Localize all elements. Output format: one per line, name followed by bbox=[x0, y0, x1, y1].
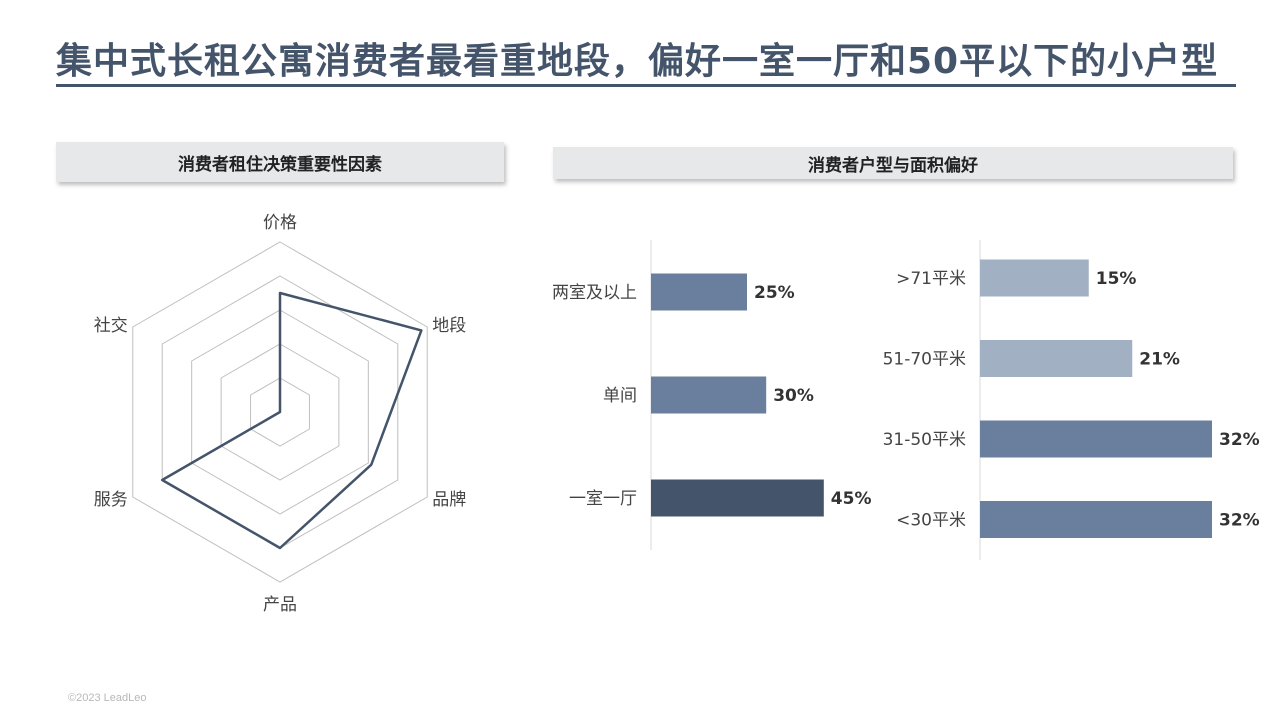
radar-axis-label: 社交 bbox=[94, 316, 128, 336]
radar-axis-label: 地段 bbox=[432, 316, 466, 336]
bar bbox=[980, 501, 1212, 538]
page-title: 集中式长租公寓消费者最看重地段，偏好一室一厅和50平以下的小户型 bbox=[56, 41, 1219, 82]
area-bar-chart: >71平米 15% 51-70平米 21% 31-50平米 32% <30平米 32% bbox=[883, 240, 1260, 560]
bar-value-label: 15% bbox=[1096, 269, 1137, 289]
radar-axis-label: 服务 bbox=[94, 490, 128, 510]
radar-grid-ring bbox=[132, 241, 428, 583]
bar bbox=[651, 273, 747, 311]
bar bbox=[651, 376, 767, 414]
radar-grid-ring bbox=[220, 343, 340, 481]
bar-category-label: 一室一厅 bbox=[569, 489, 637, 509]
radar-grid-ring bbox=[191, 309, 369, 515]
bar bbox=[980, 340, 1133, 377]
radar-axis-label: 品牌 bbox=[432, 490, 466, 510]
bar-category-label: 51-70平米 bbox=[883, 350, 966, 370]
bar-value-label: 30% bbox=[773, 386, 814, 406]
radar-grid-ring bbox=[250, 377, 310, 447]
bar-category-label: >71平米 bbox=[896, 269, 966, 289]
bar-panel-header: 消费者户型与面积偏好 bbox=[553, 147, 1233, 179]
bar bbox=[651, 479, 824, 517]
bar-value-label: 32% bbox=[1219, 511, 1260, 531]
room-type-bar-chart: 两室及以上 25% 单间 30% 一室一厅 45% bbox=[552, 240, 872, 550]
bar-category-label: 两室及以上 bbox=[552, 283, 637, 303]
copyright-footer: ©2023 LeadLeo bbox=[68, 692, 147, 704]
radar-axis-label: 产品 bbox=[263, 595, 297, 615]
bar-category-label: 单间 bbox=[603, 386, 637, 406]
bar bbox=[980, 259, 1089, 297]
radar-series-line bbox=[160, 291, 423, 550]
radar-axis-label: 价格 bbox=[263, 213, 297, 233]
bar-value-label: 45% bbox=[831, 489, 872, 509]
bar-value-label: 32% bbox=[1219, 430, 1260, 450]
radar-panel-header: 消费者租住决策重要性因素 bbox=[56, 142, 504, 182]
title-underline bbox=[56, 84, 1236, 87]
bar-value-label: 25% bbox=[754, 283, 795, 303]
bar bbox=[980, 420, 1212, 458]
bar-category-label: 31-50平米 bbox=[883, 430, 966, 450]
bar-value-label: 21% bbox=[1139, 350, 1180, 370]
bar-category-label: <30平米 bbox=[896, 511, 966, 531]
